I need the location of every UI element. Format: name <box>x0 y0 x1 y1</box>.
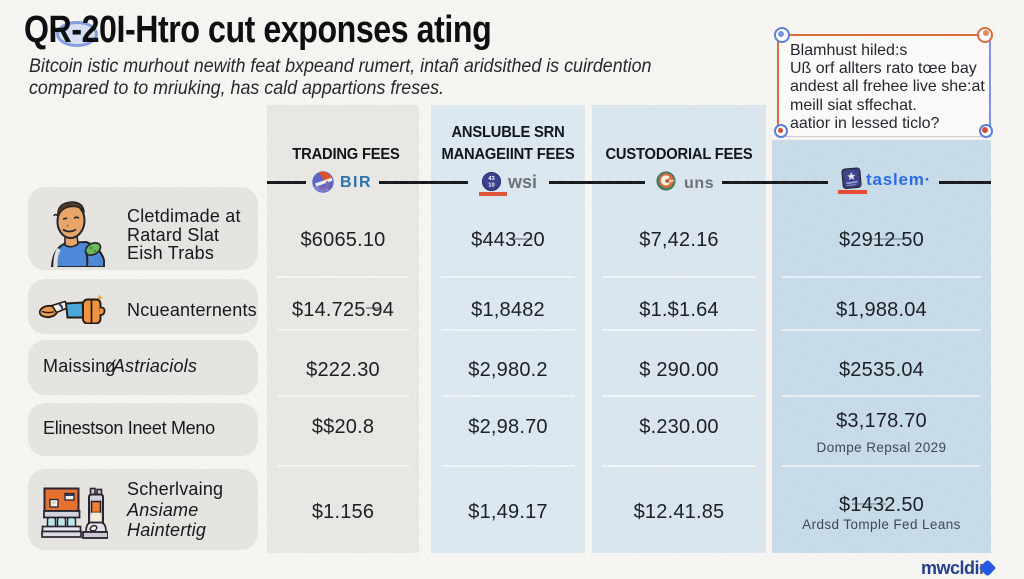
svg-text:10: 10 <box>488 182 495 188</box>
svg-text:43: 43 <box>488 176 495 182</box>
